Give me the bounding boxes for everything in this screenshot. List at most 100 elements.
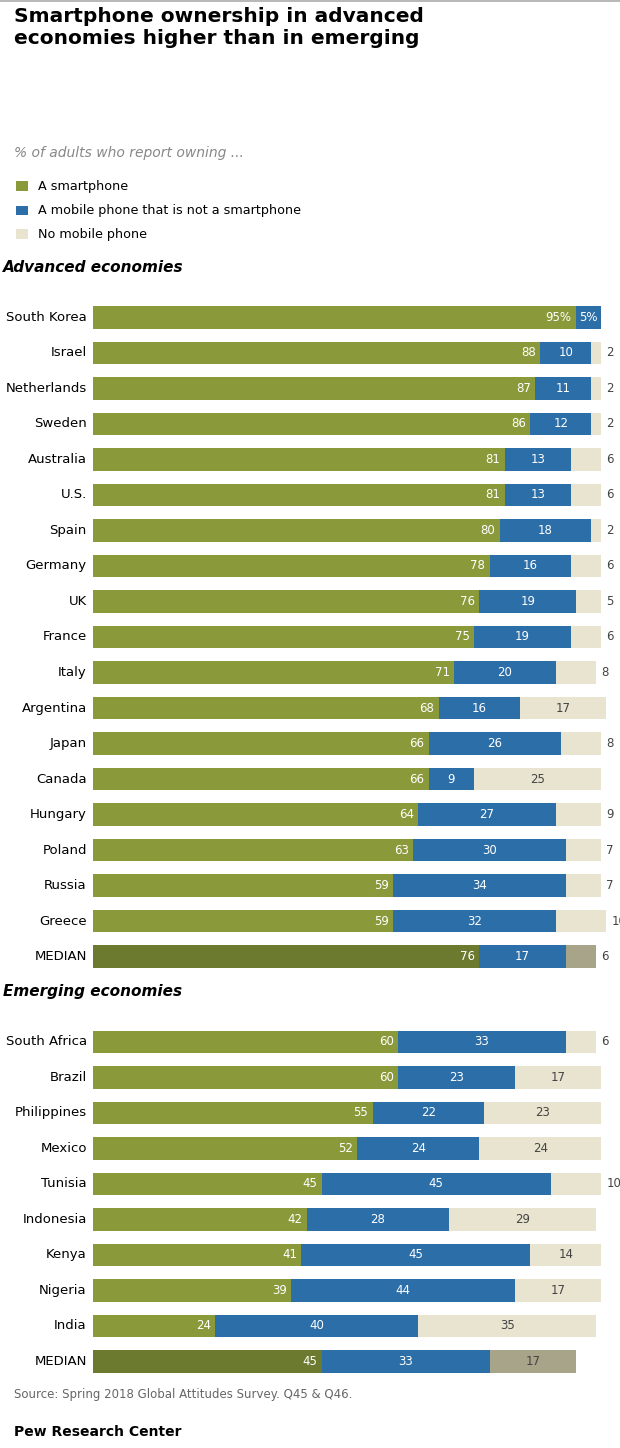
Bar bbox=[291, 1279, 515, 1302]
Text: Kenya: Kenya bbox=[46, 1248, 87, 1261]
Text: 68: 68 bbox=[420, 701, 435, 714]
Bar bbox=[454, 662, 556, 683]
Bar bbox=[93, 1315, 215, 1337]
Bar bbox=[566, 1031, 596, 1053]
Bar bbox=[530, 413, 591, 434]
Bar bbox=[93, 1137, 357, 1160]
Bar bbox=[571, 626, 601, 649]
Bar bbox=[591, 376, 601, 400]
Text: 78: 78 bbox=[471, 559, 485, 572]
Bar bbox=[93, 838, 414, 862]
Bar bbox=[93, 591, 479, 613]
Bar bbox=[93, 662, 454, 683]
Bar bbox=[505, 449, 571, 471]
Bar bbox=[93, 946, 479, 967]
Text: 28: 28 bbox=[370, 1213, 385, 1226]
Text: 42: 42 bbox=[287, 1213, 302, 1226]
Text: 16: 16 bbox=[523, 559, 538, 572]
Text: A smartphone: A smartphone bbox=[38, 180, 128, 193]
FancyBboxPatch shape bbox=[16, 206, 29, 216]
Text: 18: 18 bbox=[538, 524, 553, 537]
Text: 55: 55 bbox=[353, 1106, 368, 1119]
Text: India: India bbox=[54, 1319, 87, 1332]
Bar bbox=[93, 342, 541, 363]
Text: South Africa: South Africa bbox=[6, 1035, 87, 1048]
Text: 12: 12 bbox=[553, 417, 568, 430]
Text: 40: 40 bbox=[309, 1319, 324, 1332]
Text: 45: 45 bbox=[429, 1177, 443, 1190]
Text: 17: 17 bbox=[556, 701, 571, 714]
Text: % of adults who report owning ...: % of adults who report owning ... bbox=[14, 146, 244, 159]
Text: 32: 32 bbox=[467, 915, 482, 928]
Bar bbox=[566, 838, 601, 862]
Text: 6: 6 bbox=[606, 488, 614, 501]
Bar bbox=[357, 1137, 479, 1160]
Text: 5%: 5% bbox=[580, 311, 598, 324]
Text: 59: 59 bbox=[374, 915, 389, 928]
Text: MEDIAN: MEDIAN bbox=[35, 1355, 87, 1368]
Text: Mexico: Mexico bbox=[40, 1142, 87, 1156]
Text: South Korea: South Korea bbox=[6, 311, 87, 324]
Bar bbox=[474, 767, 601, 791]
Bar bbox=[428, 733, 560, 754]
Bar bbox=[500, 520, 591, 542]
Bar bbox=[505, 484, 571, 507]
Text: Source: Spring 2018 Global Attitudes Survey. Q45 & Q46.: Source: Spring 2018 Global Attitudes Sur… bbox=[14, 1387, 352, 1400]
FancyBboxPatch shape bbox=[16, 181, 29, 191]
Text: 11: 11 bbox=[556, 382, 571, 395]
Bar bbox=[93, 696, 439, 720]
Bar bbox=[322, 1351, 490, 1373]
Text: Sweden: Sweden bbox=[34, 417, 87, 430]
Text: 95%: 95% bbox=[546, 311, 572, 324]
Bar bbox=[93, 520, 500, 542]
Text: 23: 23 bbox=[536, 1106, 551, 1119]
Text: 17: 17 bbox=[551, 1284, 565, 1297]
Text: 22: 22 bbox=[421, 1106, 436, 1119]
Text: 14: 14 bbox=[559, 1248, 574, 1261]
Text: 6: 6 bbox=[606, 559, 614, 572]
Bar bbox=[373, 1102, 484, 1124]
Bar bbox=[322, 1173, 551, 1195]
Text: 5: 5 bbox=[606, 595, 614, 608]
Text: 19: 19 bbox=[520, 595, 535, 608]
Bar bbox=[93, 875, 393, 896]
Bar bbox=[576, 306, 601, 329]
Bar bbox=[414, 838, 566, 862]
Text: Russia: Russia bbox=[44, 879, 87, 892]
Text: 76: 76 bbox=[460, 950, 475, 963]
Text: 34: 34 bbox=[472, 879, 487, 892]
Text: 60: 60 bbox=[379, 1035, 394, 1048]
Bar bbox=[571, 449, 601, 471]
Text: 8: 8 bbox=[601, 666, 609, 679]
Text: 66: 66 bbox=[409, 737, 424, 750]
Text: 13: 13 bbox=[531, 488, 545, 501]
Text: 6: 6 bbox=[606, 453, 614, 466]
Text: 45: 45 bbox=[303, 1355, 317, 1368]
Text: 45: 45 bbox=[409, 1248, 423, 1261]
Text: 30: 30 bbox=[482, 844, 497, 857]
Bar bbox=[449, 1208, 596, 1231]
Bar bbox=[541, 342, 591, 363]
Text: 2: 2 bbox=[606, 524, 614, 537]
Text: 6: 6 bbox=[601, 950, 609, 963]
Bar bbox=[571, 484, 601, 507]
Text: France: France bbox=[43, 630, 87, 643]
Text: Hungary: Hungary bbox=[30, 808, 87, 821]
Text: No mobile phone: No mobile phone bbox=[38, 227, 147, 240]
Text: 2: 2 bbox=[606, 417, 614, 430]
Text: 6: 6 bbox=[606, 630, 614, 643]
Text: 19: 19 bbox=[515, 630, 530, 643]
Bar bbox=[418, 804, 556, 825]
Bar bbox=[490, 1351, 576, 1373]
Bar bbox=[93, 626, 474, 649]
Text: 23: 23 bbox=[449, 1072, 464, 1085]
Bar bbox=[93, 767, 428, 791]
Bar bbox=[560, 733, 601, 754]
Bar bbox=[591, 342, 601, 363]
Text: 10: 10 bbox=[611, 915, 620, 928]
Bar bbox=[398, 1031, 566, 1053]
Bar bbox=[93, 1066, 398, 1089]
Bar bbox=[93, 1102, 373, 1124]
Bar bbox=[479, 1137, 601, 1160]
Bar bbox=[93, 804, 418, 825]
